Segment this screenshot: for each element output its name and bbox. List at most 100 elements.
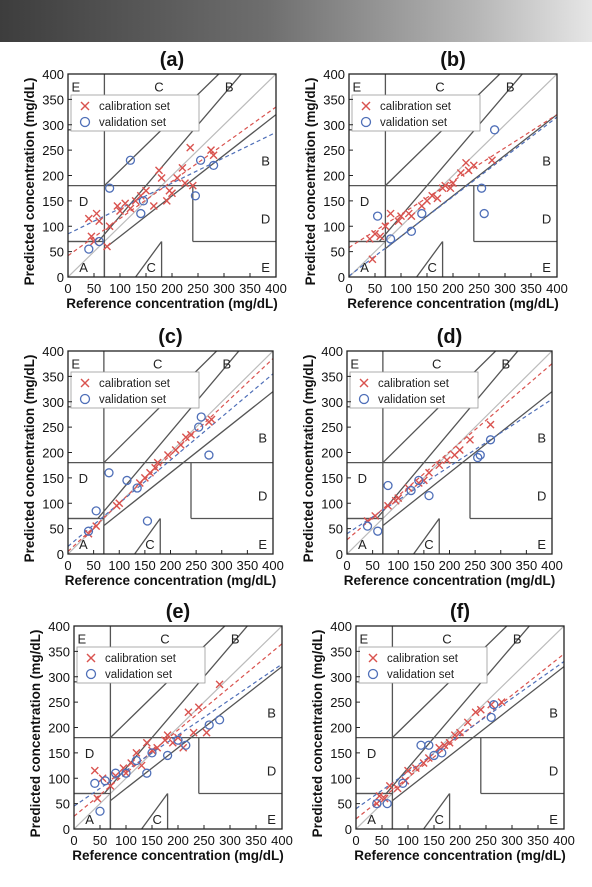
- zone-label: D: [267, 764, 276, 779]
- x-tick-label: 200: [439, 558, 461, 573]
- zone-line: [349, 74, 557, 277]
- y-tick-label: 250: [42, 420, 64, 435]
- validation-point: [196, 412, 206, 422]
- y-axis-label: Predicted concentration (mg/dL): [301, 355, 316, 563]
- x-tick-label: 150: [141, 833, 163, 848]
- y-tick-label: 300: [42, 395, 64, 410]
- legend-box: [70, 371, 200, 409]
- x-tick-label: 400: [262, 558, 284, 573]
- y-tick-label: 50: [329, 522, 343, 537]
- x-tick-label: 150: [413, 558, 435, 573]
- validation-point: [104, 183, 115, 193]
- x-tick-label: 250: [187, 281, 209, 296]
- calibration-point: [181, 433, 190, 442]
- zone-line: [135, 241, 163, 277]
- y-tick-label: 200: [330, 721, 352, 736]
- zone-line: [385, 626, 531, 794]
- validation-point: [414, 475, 424, 486]
- y-tick-label: 50: [331, 245, 345, 260]
- zone-line: [384, 114, 557, 250]
- y-axis-label: Predicted concentration (mg/dL): [310, 630, 325, 838]
- calibration-point: [469, 161, 478, 170]
- validation-point: [142, 516, 153, 526]
- x-tick-label: 0: [343, 558, 350, 573]
- y-tick-label: 200: [42, 446, 64, 461]
- validation-point: [84, 244, 94, 254]
- calibration-point: [440, 741, 449, 750]
- zone-label: D: [549, 764, 558, 779]
- x-axis-label: Reference concentration (mg/dL): [72, 848, 284, 863]
- y-tick-label: 350: [42, 369, 64, 384]
- legend-label: validation set: [99, 117, 167, 129]
- x-tick-label: 400: [265, 281, 287, 296]
- legend-label: calibration set: [387, 653, 459, 665]
- validation-point: [373, 526, 383, 536]
- y-tick-label: 0: [345, 822, 352, 837]
- x-tick-label: 250: [468, 281, 490, 296]
- y-axis-label: Predicted concentration (mg/dL): [22, 78, 37, 286]
- y-axis-label: Predicted concentration (mg/dL): [22, 355, 37, 563]
- y-tick-label: 400: [321, 344, 343, 359]
- x-tick-label: 0: [70, 833, 77, 848]
- x-tick-label: 50: [365, 558, 379, 573]
- calibration-point: [424, 753, 433, 762]
- y-tick-label: 150: [42, 471, 64, 486]
- legend: calibration set validation set: [70, 371, 200, 409]
- x-tick-label: 50: [93, 833, 107, 848]
- y-axis-label: Predicted concentration (mg/dL): [28, 630, 43, 838]
- calibration-point: [184, 708, 193, 717]
- legend-marker: [79, 393, 91, 405]
- x-tick-label: 300: [494, 281, 516, 296]
- calibration-point: [151, 463, 160, 472]
- y-tick-label: 400: [42, 344, 64, 359]
- calibration-point: [435, 743, 444, 752]
- legend: calibration set validation set: [358, 646, 488, 684]
- y-tick-label: 350: [330, 644, 352, 659]
- legend-label: validation set: [378, 394, 446, 406]
- calibration-point: [155, 166, 163, 175]
- validation-point: [383, 480, 393, 491]
- zone-line: [376, 351, 519, 519]
- calibration-point: [456, 168, 465, 177]
- validation-point: [473, 452, 483, 463]
- calibration-point: [368, 255, 377, 264]
- zone-label: E: [258, 537, 267, 552]
- validation-point: [195, 155, 206, 165]
- calibration-point: [428, 191, 437, 200]
- validation-point: [416, 740, 426, 750]
- x-tick-label: 400: [271, 833, 293, 848]
- calibration-point: [445, 738, 454, 747]
- x-tick-label: 250: [464, 558, 486, 573]
- zone-label: C: [154, 80, 163, 95]
- legend-label: calibration set: [99, 378, 171, 390]
- x-tick-label: 200: [449, 833, 471, 848]
- zone-label: B: [261, 153, 270, 168]
- calibration-point: [103, 242, 111, 251]
- y-tick-label: 400: [42, 67, 64, 82]
- calibration-point: [450, 731, 459, 740]
- validation-point: [132, 483, 142, 493]
- y-tick-label: 50: [50, 245, 64, 260]
- x-tick-label: 400: [553, 833, 575, 848]
- y-tick-label: 200: [321, 446, 343, 461]
- x-tick-label: 300: [211, 558, 233, 573]
- calibration-point: [386, 209, 395, 218]
- x-axis-label: Reference concentration (mg/dL): [354, 848, 566, 863]
- zone-line: [413, 518, 440, 554]
- zone-label: B: [542, 153, 551, 168]
- calibration-point: [384, 501, 392, 510]
- calibration-point: [126, 204, 135, 213]
- calibration-point: [189, 728, 198, 737]
- calibration-point: [93, 794, 102, 803]
- zone-line: [141, 793, 169, 829]
- y-tick-label: 350: [323, 92, 345, 107]
- y-tick-label: 250: [48, 695, 70, 710]
- validation-point: [121, 768, 131, 778]
- y-tick-label: 50: [338, 797, 352, 812]
- calibration-point: [178, 163, 187, 172]
- legend-box: [351, 94, 481, 132]
- zone-label: E: [537, 537, 546, 552]
- y-tick-label: 250: [323, 143, 345, 158]
- fit-line: [68, 106, 276, 257]
